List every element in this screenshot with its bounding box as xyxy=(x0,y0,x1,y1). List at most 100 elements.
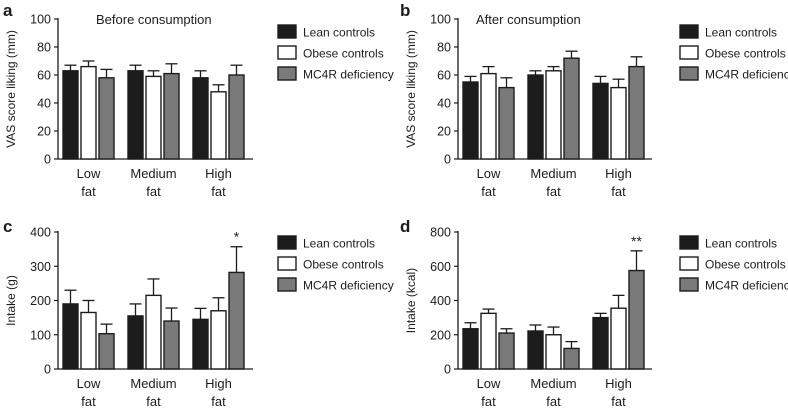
y-tick-label: 400 xyxy=(430,294,451,308)
bar xyxy=(210,310,227,370)
bar xyxy=(98,333,115,370)
legend-label: Obese controls xyxy=(303,47,384,61)
bar xyxy=(610,86,627,160)
bar xyxy=(127,315,144,370)
bar xyxy=(192,318,209,370)
bar xyxy=(628,269,645,370)
legend-swatch xyxy=(679,256,699,271)
panel-c: c Intake (g) 0 100 200 300 400 Low fat Medium fat H… xyxy=(3,217,394,409)
y-tick-label: 200 xyxy=(30,294,51,308)
x-tick-label: High xyxy=(205,166,232,181)
legend-label: Lean controls xyxy=(705,26,777,40)
legend-swatch xyxy=(679,66,699,81)
bar xyxy=(62,303,79,370)
y-tick-label: 40 xyxy=(37,97,51,111)
bar xyxy=(127,70,144,160)
y-tick-label: 0 xyxy=(44,363,51,377)
legend-label: Obese controls xyxy=(705,258,786,272)
y-axis-label: VAS score liking (mm) xyxy=(4,30,18,148)
x-tick-label: Medium xyxy=(130,166,176,181)
legend-label: Lean controls xyxy=(303,237,375,251)
legend: Lean controls Obese controls MC4R deficien… xyxy=(679,235,788,293)
legend: Lean controls Obese controls MC4R deficien… xyxy=(277,24,394,82)
y-tick-label: 60 xyxy=(437,69,451,83)
x-tick-label: fat xyxy=(146,394,161,409)
x-tick-label: fat xyxy=(546,184,561,199)
bar xyxy=(192,77,209,160)
bar xyxy=(145,294,162,370)
bar xyxy=(462,81,479,160)
bar xyxy=(592,316,609,370)
y-tick-label: 80 xyxy=(37,41,51,55)
x-tick-label: fat xyxy=(481,394,496,409)
legend-swatch xyxy=(679,277,699,292)
bar xyxy=(80,311,97,370)
panel-b: b After consumption VAS score liking (mm) 0… xyxy=(400,1,788,199)
y-tick-label: 100 xyxy=(30,13,51,27)
x-tick-label: Low xyxy=(477,376,501,391)
bar xyxy=(545,334,562,370)
y-tick-label: 600 xyxy=(430,260,451,274)
bar xyxy=(498,86,515,160)
legend-label: MC4R deficiency xyxy=(705,68,788,82)
bar xyxy=(462,328,479,370)
x-tick-label: Low xyxy=(77,166,101,181)
legend-swatch xyxy=(679,235,699,250)
x-tick-label: Low xyxy=(477,166,501,181)
legend-swatch xyxy=(277,256,297,271)
y-tick-label: 0 xyxy=(444,153,451,167)
bar xyxy=(592,82,609,160)
x-tick-label: fat xyxy=(546,394,561,409)
bar xyxy=(610,307,627,370)
panel-d: d Intake (kcal) 0 200 400 600 800 Low fat Medium f… xyxy=(400,217,788,409)
legend-label: MC4R deficiency xyxy=(303,68,394,82)
x-tick-label: fat xyxy=(81,394,96,409)
bar xyxy=(563,347,580,370)
legend-label: MC4R deficiency xyxy=(705,279,788,293)
x-tick-label: Medium xyxy=(530,166,576,181)
y-tick-label: 0 xyxy=(444,363,451,377)
legend-swatch xyxy=(679,45,699,60)
bar xyxy=(480,72,497,160)
significance-marker: * xyxy=(234,229,240,245)
y-tick-label: 60 xyxy=(37,69,51,83)
y-tick-label: 80 xyxy=(437,41,451,55)
legend-swatch xyxy=(277,24,297,39)
bar xyxy=(228,271,245,370)
bar xyxy=(563,57,580,160)
x-tick-label: fat xyxy=(481,184,496,199)
x-tick-label: fat xyxy=(211,184,226,199)
panel-a: a Before consumption VAS score liking (mm)… xyxy=(3,1,394,199)
panel-title: After consumption xyxy=(476,12,581,27)
legend-swatch xyxy=(277,45,297,60)
bar xyxy=(527,74,544,160)
y-tick-label: 100 xyxy=(30,328,51,342)
bar xyxy=(145,75,162,160)
y-tick-label: 100 xyxy=(430,13,451,27)
y-tick-label: 800 xyxy=(430,226,451,240)
bar xyxy=(527,330,544,370)
legend-swatch xyxy=(679,24,699,39)
y-axis-label: Intake (kcal) xyxy=(404,268,418,333)
y-axis-label: Intake (g) xyxy=(4,275,18,326)
x-tick-label: fat xyxy=(211,394,226,409)
x-tick-label: High xyxy=(205,376,232,391)
panel-letter: b xyxy=(400,1,410,20)
y-tick-label: 20 xyxy=(437,125,451,139)
legend-label: Obese controls xyxy=(303,258,384,272)
panel-title: Before consumption xyxy=(96,12,212,27)
bar xyxy=(210,91,227,160)
x-tick-label: fat xyxy=(146,184,161,199)
legend-swatch xyxy=(277,235,297,250)
significance-marker: ** xyxy=(631,233,642,249)
legend-label: MC4R deficiency xyxy=(303,279,394,293)
legend-label: Lean controls xyxy=(303,26,375,40)
legend: Lean controls Obese controls MC4R deficien… xyxy=(277,235,394,293)
x-tick-label: High xyxy=(605,376,632,391)
bar xyxy=(80,65,97,160)
bar xyxy=(498,332,515,370)
legend: Lean controls Obese controls MC4R deficien… xyxy=(679,24,788,82)
y-tick-label: 40 xyxy=(437,97,451,111)
legend-label: Obese controls xyxy=(705,47,786,61)
